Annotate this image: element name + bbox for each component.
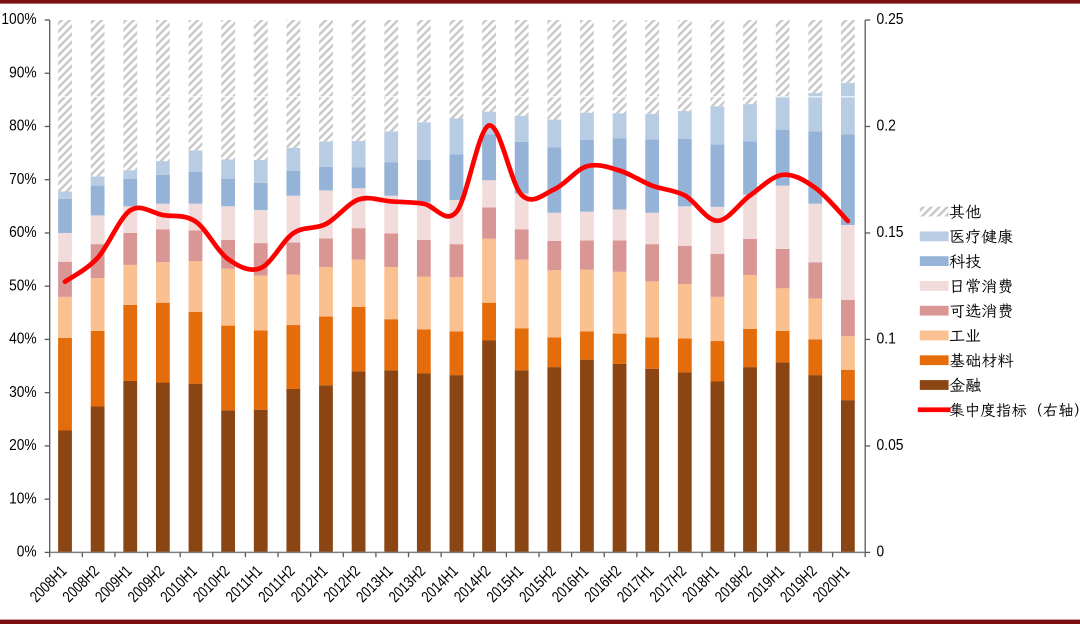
svg-text:70%: 70%	[9, 171, 37, 188]
svg-text:0.15: 0.15	[877, 224, 904, 241]
svg-text:0.05: 0.05	[877, 437, 904, 454]
svg-text:60%: 60%	[9, 224, 37, 241]
svg-text:40%: 40%	[9, 331, 37, 348]
svg-text:0%: 0%	[17, 544, 37, 561]
svg-text:90%: 90%	[9, 64, 37, 81]
svg-text:10%: 10%	[9, 490, 37, 507]
svg-text:50%: 50%	[9, 277, 37, 294]
svg-text:100%: 100%	[1, 11, 36, 28]
svg-text:0: 0	[877, 544, 885, 561]
svg-text:30%: 30%	[9, 384, 37, 401]
svg-text:0.1: 0.1	[877, 331, 897, 348]
svg-text:0.25: 0.25	[877, 11, 904, 28]
svg-text:80%: 80%	[9, 118, 37, 135]
svg-text:20%: 20%	[9, 437, 37, 454]
svg-text:0.2: 0.2	[877, 118, 896, 135]
